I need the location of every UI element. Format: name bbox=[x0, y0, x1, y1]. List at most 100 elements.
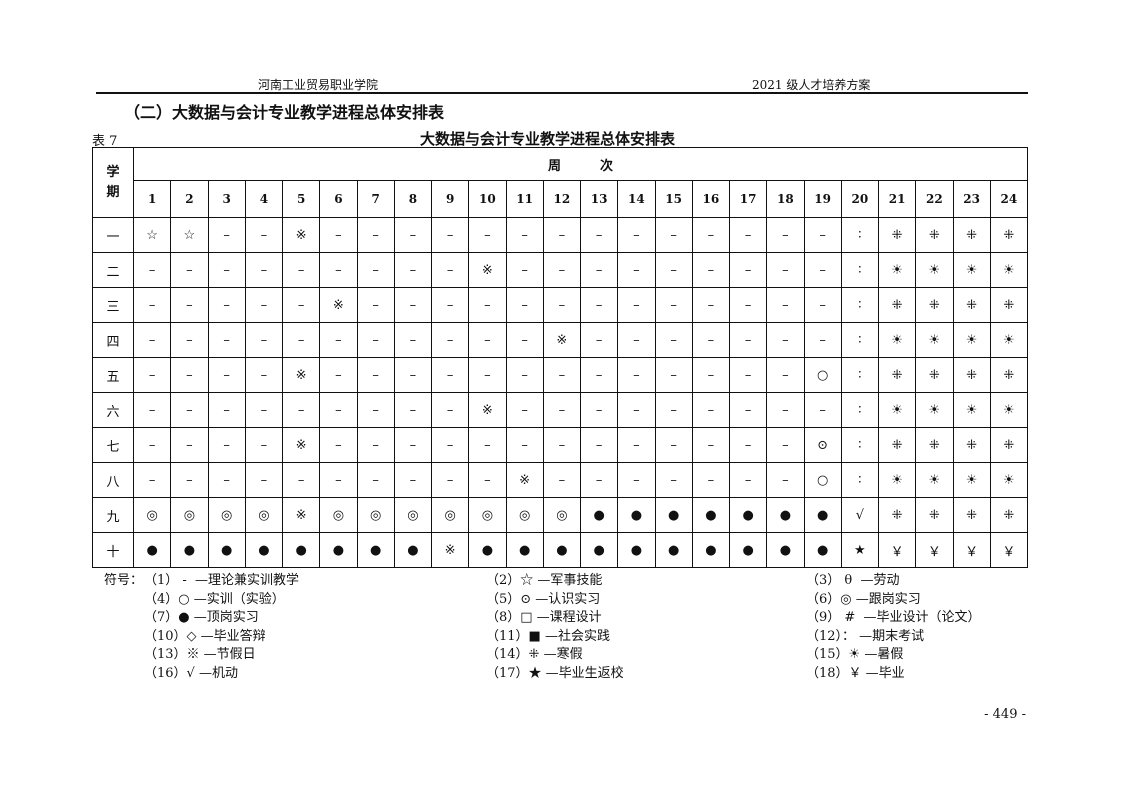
week-cell: – bbox=[319, 322, 358, 358]
week-number: 24 bbox=[989, 180, 1029, 218]
week-cell: – bbox=[579, 357, 619, 393]
table-row: 三 – – – – – ※ – – – – – – – – – – – – – ∶ ⁜ ⁜ ⁜ ⁜ bbox=[92, 287, 1029, 323]
week-number: 21 bbox=[877, 180, 917, 218]
header-divider bbox=[96, 92, 1028, 94]
week-cell: – bbox=[766, 252, 805, 288]
page-number: - 449 - bbox=[984, 707, 1026, 722]
week-cell: – bbox=[505, 217, 544, 253]
week-cell: ◎ bbox=[468, 497, 507, 533]
week-cell: ⁜ bbox=[915, 357, 954, 393]
week-cell: √ bbox=[840, 497, 880, 533]
week-cell: – bbox=[617, 462, 656, 498]
semester-header: 学 期 bbox=[92, 147, 134, 218]
week-cell: – bbox=[691, 392, 731, 428]
week-cell: – bbox=[393, 217, 433, 253]
week-cell: ☀ bbox=[952, 252, 991, 288]
legend-item: （15）☀ —暑假 bbox=[806, 647, 904, 662]
week-cell: ☀ bbox=[989, 322, 1029, 358]
semester-cell: 二 bbox=[92, 252, 134, 288]
legend-item: （8）□ —课程设计 bbox=[486, 610, 602, 625]
legend-item: （12）： —期末考试 bbox=[806, 628, 925, 644]
legend-item: （11）■ —社会实践 bbox=[486, 628, 610, 644]
week-cell: – bbox=[766, 217, 805, 253]
week-number: 19 bbox=[803, 180, 842, 218]
week-number: 13 bbox=[579, 180, 619, 218]
week-number: 15 bbox=[654, 180, 693, 218]
legend-item: （16）√ —机动 bbox=[144, 665, 238, 681]
week-cell: – bbox=[542, 427, 582, 463]
week-cell: – bbox=[356, 287, 395, 323]
week-cell: ☀ bbox=[877, 252, 917, 288]
week-cell: ※ bbox=[430, 532, 470, 568]
week-cell: ◎ bbox=[319, 497, 358, 533]
table-row: 四 – – – – – – – – – – – ※ – – – – – – – ∶ ☀ ☀ ☀ ☀ bbox=[92, 322, 1029, 358]
week-cell: – bbox=[170, 252, 209, 288]
week-cell: – bbox=[468, 427, 507, 463]
week-header: 周 次 bbox=[132, 147, 1029, 181]
week-cell: ◎ bbox=[170, 497, 209, 533]
week-cell: – bbox=[803, 322, 842, 358]
week-number: 1 bbox=[132, 180, 172, 218]
week-cell: ⊙ bbox=[803, 427, 842, 463]
week-cell: – bbox=[244, 462, 284, 498]
week-cell: – bbox=[468, 217, 507, 253]
week-cell: – bbox=[691, 252, 731, 288]
week-cell: – bbox=[617, 322, 656, 358]
week-cell: ☀ bbox=[952, 392, 991, 428]
week-cell: ⁜ bbox=[989, 497, 1029, 533]
week-number: 16 bbox=[691, 180, 731, 218]
week-cell: – bbox=[654, 357, 693, 393]
week-cell: ☆ bbox=[132, 217, 172, 253]
week-cell: – bbox=[207, 357, 246, 393]
week-cell: ※ bbox=[505, 462, 544, 498]
week-cell: – bbox=[579, 462, 619, 498]
semester-cell: 十 bbox=[92, 532, 134, 568]
week-cell: – bbox=[691, 217, 731, 253]
week-cell: ※ bbox=[468, 252, 507, 288]
week-cell: ● bbox=[617, 497, 656, 533]
week-number: 11 bbox=[505, 180, 544, 218]
week-cell: – bbox=[319, 252, 358, 288]
week-cell: ⁜ bbox=[877, 427, 917, 463]
week-cell: ∶ bbox=[840, 287, 880, 323]
week-cell: – bbox=[393, 427, 433, 463]
week-cell: ● bbox=[244, 532, 284, 568]
header-school: 河南工业贸易职业学院 bbox=[258, 78, 379, 92]
week-cell: ● bbox=[319, 532, 358, 568]
week-cell: ⁜ bbox=[915, 497, 954, 533]
week-cell: ⁜ bbox=[952, 217, 991, 253]
week-cell: – bbox=[393, 322, 433, 358]
week-cell: – bbox=[132, 392, 172, 428]
week-number: 20 bbox=[840, 180, 880, 218]
week-cell: – bbox=[170, 287, 209, 323]
week-cell: – bbox=[207, 252, 246, 288]
week-cell: – bbox=[319, 357, 358, 393]
week-cell: – bbox=[803, 392, 842, 428]
week-cell: – bbox=[617, 217, 656, 253]
week-cell: ※ bbox=[281, 497, 321, 533]
semester-cell: 四 bbox=[92, 322, 134, 358]
week-cell: ⁜ bbox=[952, 497, 991, 533]
legend-col-1: （1） - —理论兼实训教学 （4）○ —实训（实验） （7）● —顶岗实习 （10）… bbox=[144, 572, 299, 683]
week-number: 17 bbox=[728, 180, 768, 218]
semester-cell: 六 bbox=[92, 392, 134, 428]
week-cell: – bbox=[691, 287, 731, 323]
week-cell: ○ bbox=[803, 462, 842, 498]
week-cell: – bbox=[468, 357, 507, 393]
week-cell: ● bbox=[728, 532, 768, 568]
week-cell: ● bbox=[579, 497, 619, 533]
week-cell: ◎ bbox=[505, 497, 544, 533]
week-cell: ● bbox=[579, 532, 619, 568]
week-cell: ￥ bbox=[877, 532, 917, 568]
week-cell: – bbox=[244, 322, 284, 358]
week-cell: ● bbox=[654, 532, 693, 568]
week-cell: – bbox=[281, 252, 321, 288]
week-cell: – bbox=[617, 357, 656, 393]
semester-cell: 七 bbox=[92, 427, 134, 463]
legend-item: （6）◎ —跟岗实习 bbox=[806, 591, 921, 607]
week-cell: ⁜ bbox=[877, 357, 917, 393]
week-cell: – bbox=[654, 287, 693, 323]
week-cell: – bbox=[356, 462, 395, 498]
legend-item: （9） # —毕业设计（论文） bbox=[806, 610, 981, 625]
week-cell: ⁜ bbox=[989, 427, 1029, 463]
